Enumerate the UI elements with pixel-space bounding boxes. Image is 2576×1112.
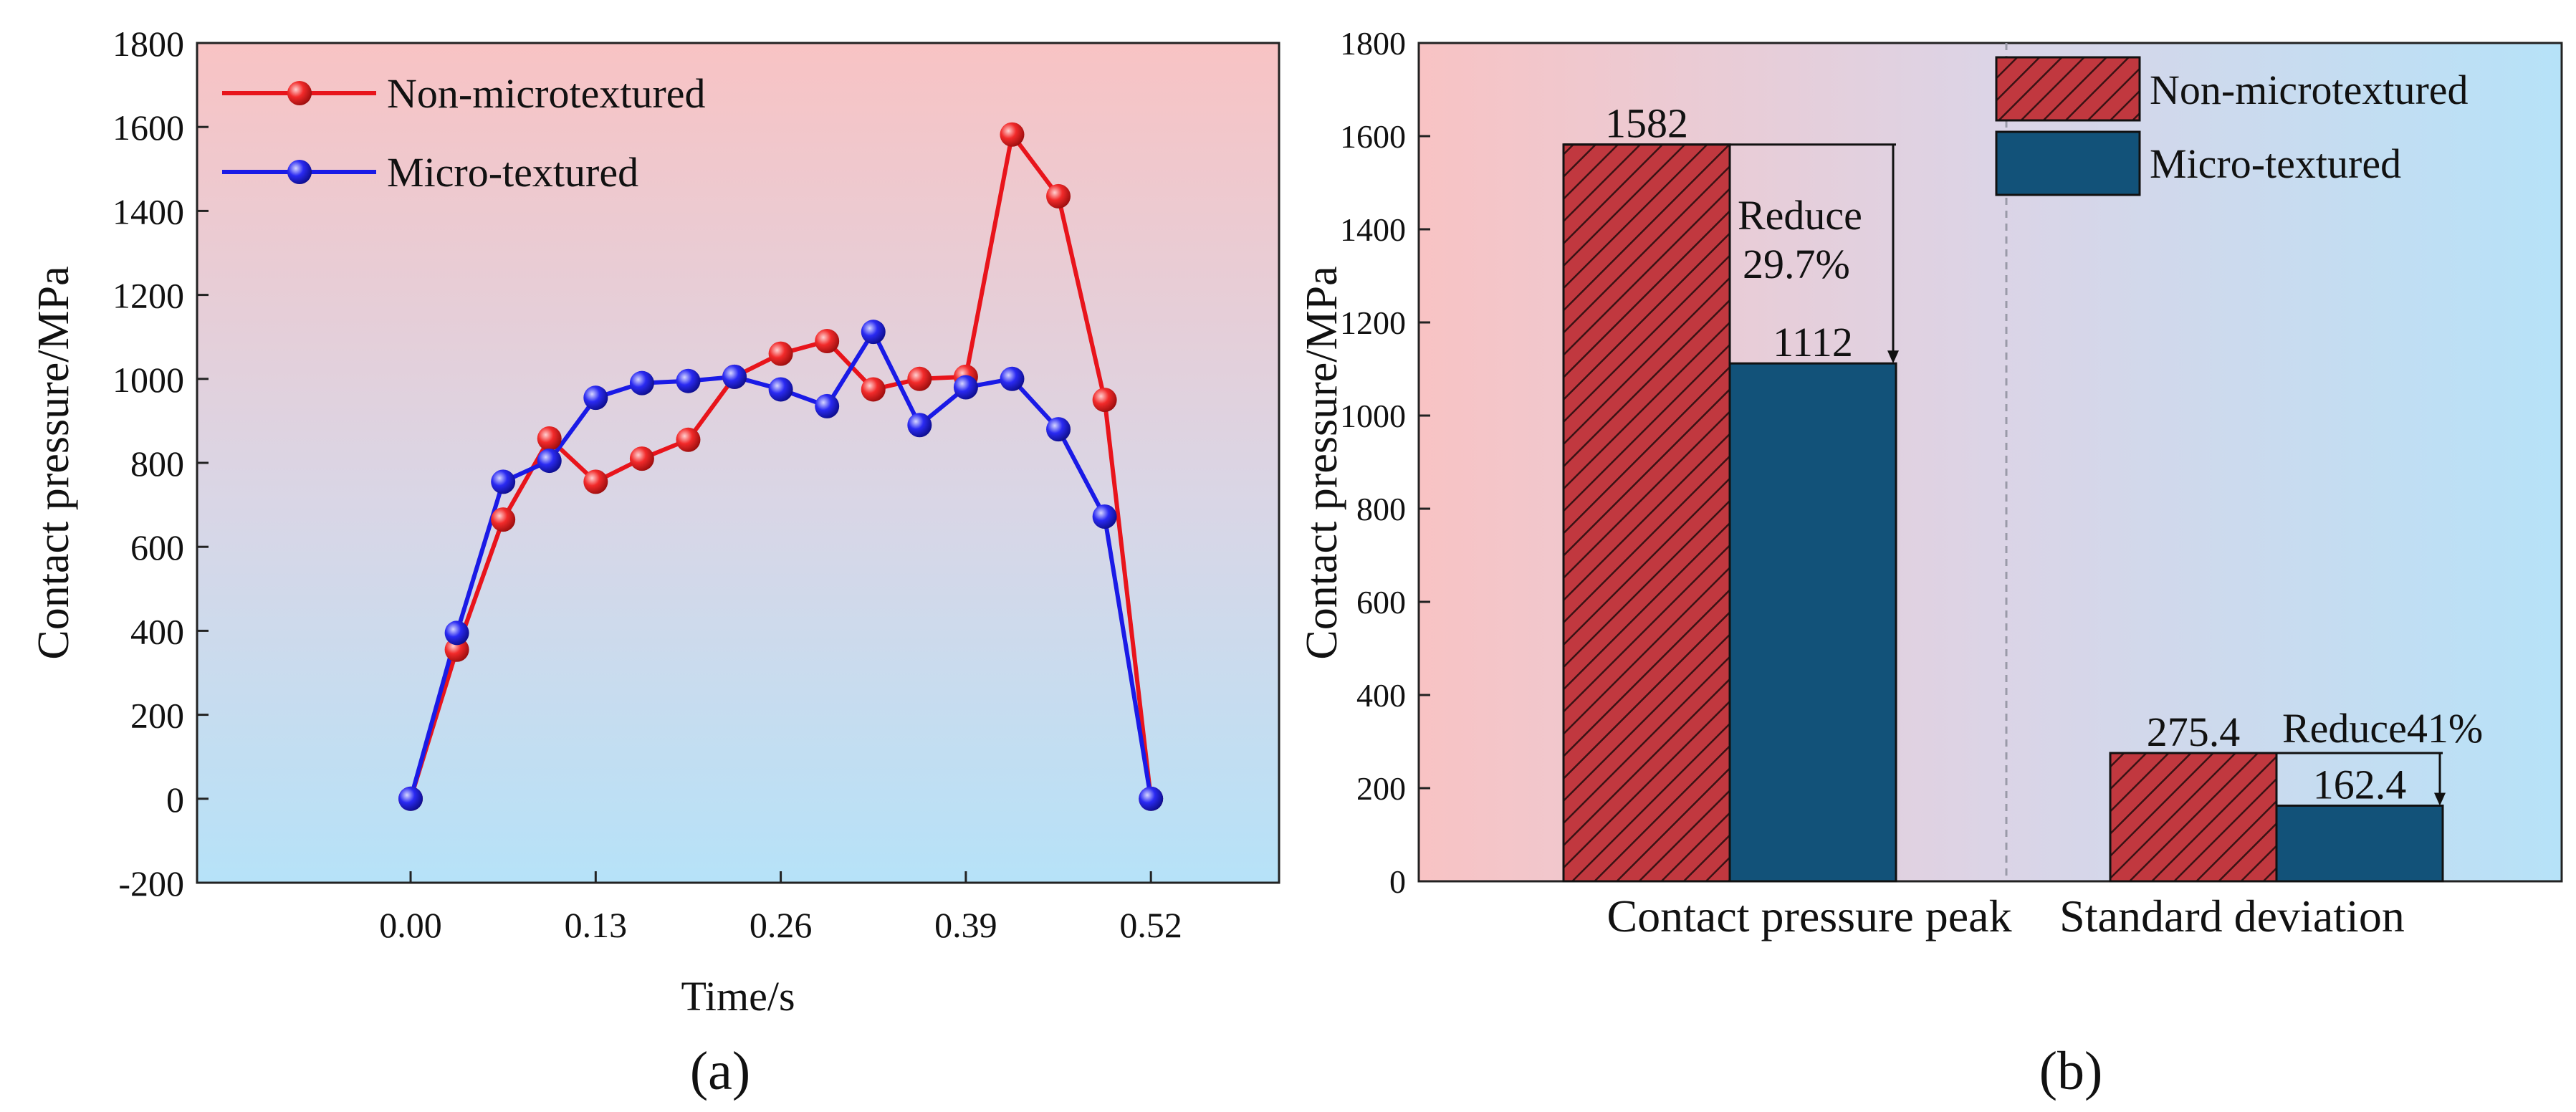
data-point-nonmicro (1000, 122, 1025, 147)
panel-b-y-label: Contact pressure/MPa (1298, 266, 1346, 659)
data-point-micro (1139, 786, 1164, 811)
reduce-arrow-head (2434, 792, 2446, 806)
data-point-micro (907, 413, 932, 438)
reduce-arrow-head (1887, 350, 1899, 364)
panel-a-x-label: Time/s (681, 973, 795, 1020)
x-tick-label: 0.00 (379, 905, 442, 945)
data-point-nonmicro (768, 341, 793, 366)
x-tick-label: 0.13 (565, 905, 628, 945)
legend-swatch-micro (1995, 130, 2141, 196)
legend-label-nonmicro-b: Non-microtextured (2150, 67, 2469, 113)
data-point-micro (491, 469, 516, 494)
panel-a-y-axis: -200 0 200 400 600 800 1000 1200 1400 1600 1800 (112, 24, 209, 904)
data-point-nonmicro (861, 377, 886, 402)
data-point-nonmicro (1046, 183, 1071, 208)
bar-micro-std (2275, 804, 2444, 883)
y-tick-label: 0 (166, 780, 184, 820)
x-tick-label: 0.26 (750, 905, 813, 945)
data-point-micro (629, 370, 654, 396)
y-tick-label: 1600 (112, 107, 184, 148)
y-tick-label: 800 (130, 444, 184, 484)
y-tick-label: 1800 (1340, 25, 1406, 62)
x-tick-label: 0.39 (934, 905, 997, 945)
legend-label-micro-b: Micro-textured (2150, 140, 2401, 187)
data-point-micro (1046, 417, 1071, 442)
panel-b-bars: 1582 1112 275.4 162.4 (1562, 100, 2446, 883)
data-point-micro (953, 375, 978, 400)
y-tick-label: 1600 (1340, 118, 1406, 155)
data-point-nonmicro (676, 427, 701, 452)
y-tick-label: 1000 (1340, 398, 1406, 434)
data-point-micro (537, 449, 562, 474)
panel-b-annotations: Reduce 29.7% Reduce41% (1738, 192, 2483, 752)
panel-b-y-axis: 0 200 400 600 800 1000 1200 1400 1600 1800 (1340, 25, 1430, 900)
legend-label-nonmicro: Non-microtextured (387, 70, 706, 117)
bar-value-label: 162.4 (2313, 761, 2407, 807)
annotation-reduce-peak-line1: Reduce (1738, 192, 1862, 239)
y-tick-label: -200 (118, 863, 184, 904)
y-tick-label: 0 (1389, 863, 1406, 900)
y-tick-label: 1200 (112, 276, 184, 316)
data-point-micro (444, 620, 469, 646)
bar-nonmicro-peak (1562, 143, 1731, 883)
annotation-reduce-peak-line2: 29.7% (1743, 241, 1850, 287)
data-point-micro (768, 377, 793, 402)
y-tick-label: 400 (130, 611, 184, 651)
y-tick-label: 200 (1356, 770, 1406, 807)
panel-b: 0 200 400 600 800 1000 1200 1400 1600 1800 1582 11… (1298, 25, 2563, 1101)
data-point-micro (815, 393, 840, 418)
legend-swatch-nonmicro (1995, 56, 2141, 122)
data-point-micro (398, 786, 423, 811)
panel-a-plot-area (196, 42, 1280, 884)
bar-value-label: 275.4 (2147, 709, 2241, 755)
panel-a-caption: (a) (690, 1041, 750, 1101)
category-label-std: Standard deviation (2059, 891, 2405, 941)
y-tick-label: 800 (1356, 491, 1406, 527)
y-tick-label: 1000 (112, 360, 184, 400)
y-tick-label: 1400 (112, 191, 184, 231)
y-tick-label: 600 (1356, 584, 1406, 620)
data-point-nonmicro (1092, 388, 1117, 413)
annotation-reduce-std: Reduce41% (2282, 705, 2483, 752)
data-point-nonmicro (444, 637, 469, 662)
data-point-nonmicro (629, 446, 654, 471)
panel-a-y-label: Contact pressure/MPa (29, 266, 78, 659)
legend-marker-micro (287, 160, 312, 184)
data-point-micro (676, 368, 701, 393)
data-point-nonmicro (491, 507, 516, 532)
data-point-nonmicro (583, 469, 608, 494)
legend-marker-nonmicro (287, 81, 312, 105)
data-point-nonmicro (815, 329, 840, 354)
y-tick-label: 1200 (1340, 305, 1406, 341)
panel-b-caption: (b) (2039, 1041, 2103, 1101)
data-point-micro (583, 385, 608, 411)
data-point-micro (1092, 504, 1117, 529)
panel-a-legend: Non-microtextured Micro-textured (222, 70, 706, 196)
data-point-nonmicro (537, 426, 562, 451)
x-tick-label: 0.52 (1119, 905, 1182, 945)
panel-a: -200 0 200 400 600 800 1000 1200 1400 1600 1800 0.… (29, 24, 1280, 1101)
data-point-micro (722, 364, 747, 389)
data-point-nonmicro (907, 366, 932, 391)
bar-value-label: 1582 (1605, 100, 1688, 147)
bar-value-label: 1112 (1773, 319, 1853, 365)
panel-a-series (398, 122, 1164, 811)
panel-b-legend: Non-microtextured Micro-textured (1995, 56, 2469, 196)
y-tick-label: 400 (1356, 677, 1406, 714)
y-tick-label: 1800 (112, 24, 184, 64)
y-tick-label: 1400 (1340, 211, 1406, 248)
data-point-micro (861, 320, 886, 345)
y-tick-label: 200 (130, 696, 184, 736)
bar-micro-peak (1728, 362, 1897, 883)
category-label-peak: Contact pressure peak (1607, 891, 2011, 941)
legend-label-micro: Micro-textured (387, 149, 638, 196)
bar-nonmicro-std (2109, 752, 2278, 883)
y-tick-label: 600 (130, 527, 184, 567)
panel-a-x-axis: 0.00 0.13 0.26 0.39 0.52 (379, 871, 1182, 945)
data-point-micro (1000, 366, 1025, 391)
